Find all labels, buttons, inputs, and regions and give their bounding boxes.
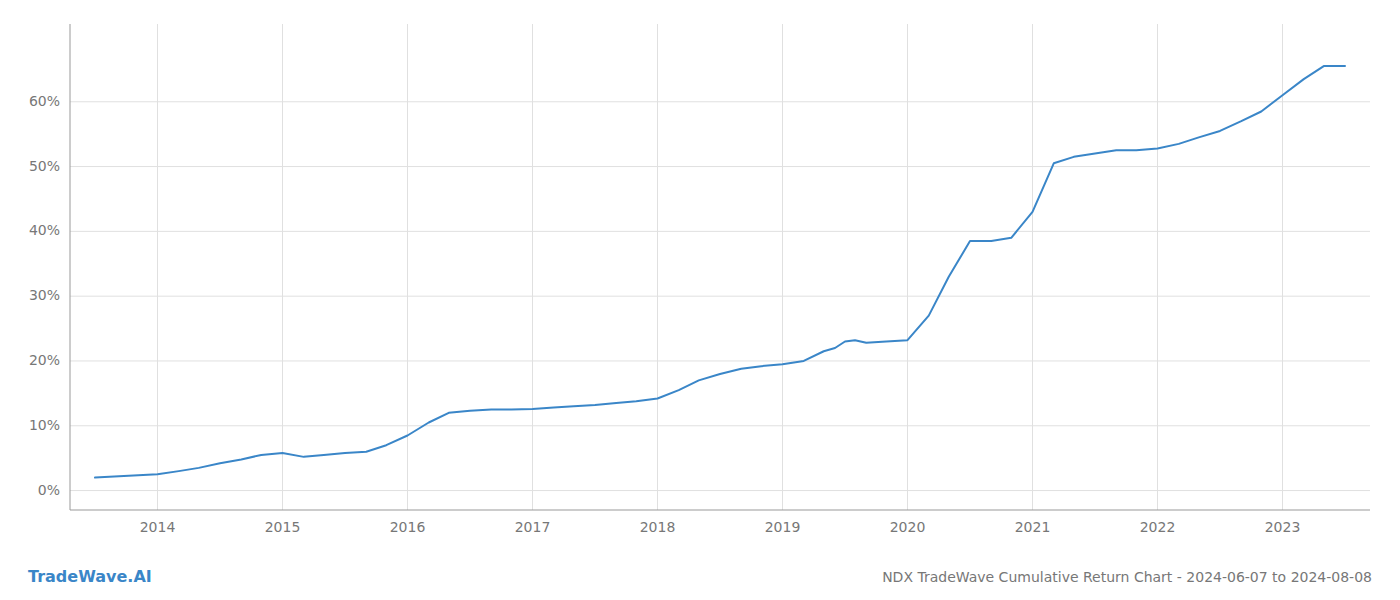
x-tick-label: 2016: [390, 519, 426, 535]
x-axis-line: [70, 510, 1370, 511]
y-grid-line: [70, 490, 1370, 491]
x-grid-line: [907, 24, 908, 510]
y-grid-line: [70, 231, 1370, 232]
y-tick-label: 40%: [29, 222, 60, 238]
x-grid-line: [1157, 24, 1158, 510]
watermark: TradeWave.AI: [28, 567, 152, 586]
y-tick-label: 10%: [29, 417, 60, 433]
y-tick-label: 30%: [29, 287, 60, 303]
y-tick-label: 50%: [29, 158, 60, 174]
y-grid-line: [70, 425, 1370, 426]
x-grid-line: [532, 24, 533, 510]
y-axis-line: [70, 24, 71, 510]
y-grid-line: [70, 101, 1370, 102]
x-tick-label: 2014: [140, 519, 176, 535]
x-grid-line: [407, 24, 408, 510]
x-grid-line: [1282, 24, 1283, 510]
x-grid-line: [1032, 24, 1033, 510]
x-grid-line: [782, 24, 783, 510]
line-series: [95, 66, 1345, 477]
grid: [70, 24, 1370, 510]
x-tick-label: 2020: [890, 519, 926, 535]
x-tick-label: 2022: [1140, 519, 1176, 535]
background: [0, 0, 1400, 600]
y-grid-line: [70, 296, 1370, 297]
axes: 0% 10% 20% 30% 40% 50% 60% 2014 2015 2016 2017 2018…: [29, 24, 1370, 535]
y-tick-label: 60%: [29, 93, 60, 109]
x-grid-line: [282, 24, 283, 510]
x-tick-label: 2017: [515, 519, 551, 535]
x-tick-label: 2019: [765, 519, 801, 535]
y-grid-line: [70, 360, 1370, 361]
y-grid-line: [70, 166, 1370, 167]
y-tick-label: 0%: [38, 482, 60, 498]
y-tick-label: 20%: [29, 352, 60, 368]
x-tick-label: 2021: [1015, 519, 1051, 535]
x-tick-label: 2023: [1265, 519, 1301, 535]
plot-area: [95, 66, 1345, 477]
x-grid-line: [157, 24, 158, 510]
title: NDX TradeWave Cumulative Return Chart - …: [882, 569, 1372, 585]
chart: 0% 10% 20% 30% 40% 50% 60% 2014 2015 2016 2017 2018…: [0, 0, 1400, 600]
x-grid-line: [657, 24, 658, 510]
x-tick-label: 2015: [265, 519, 301, 535]
x-tick-label: 2018: [640, 519, 676, 535]
